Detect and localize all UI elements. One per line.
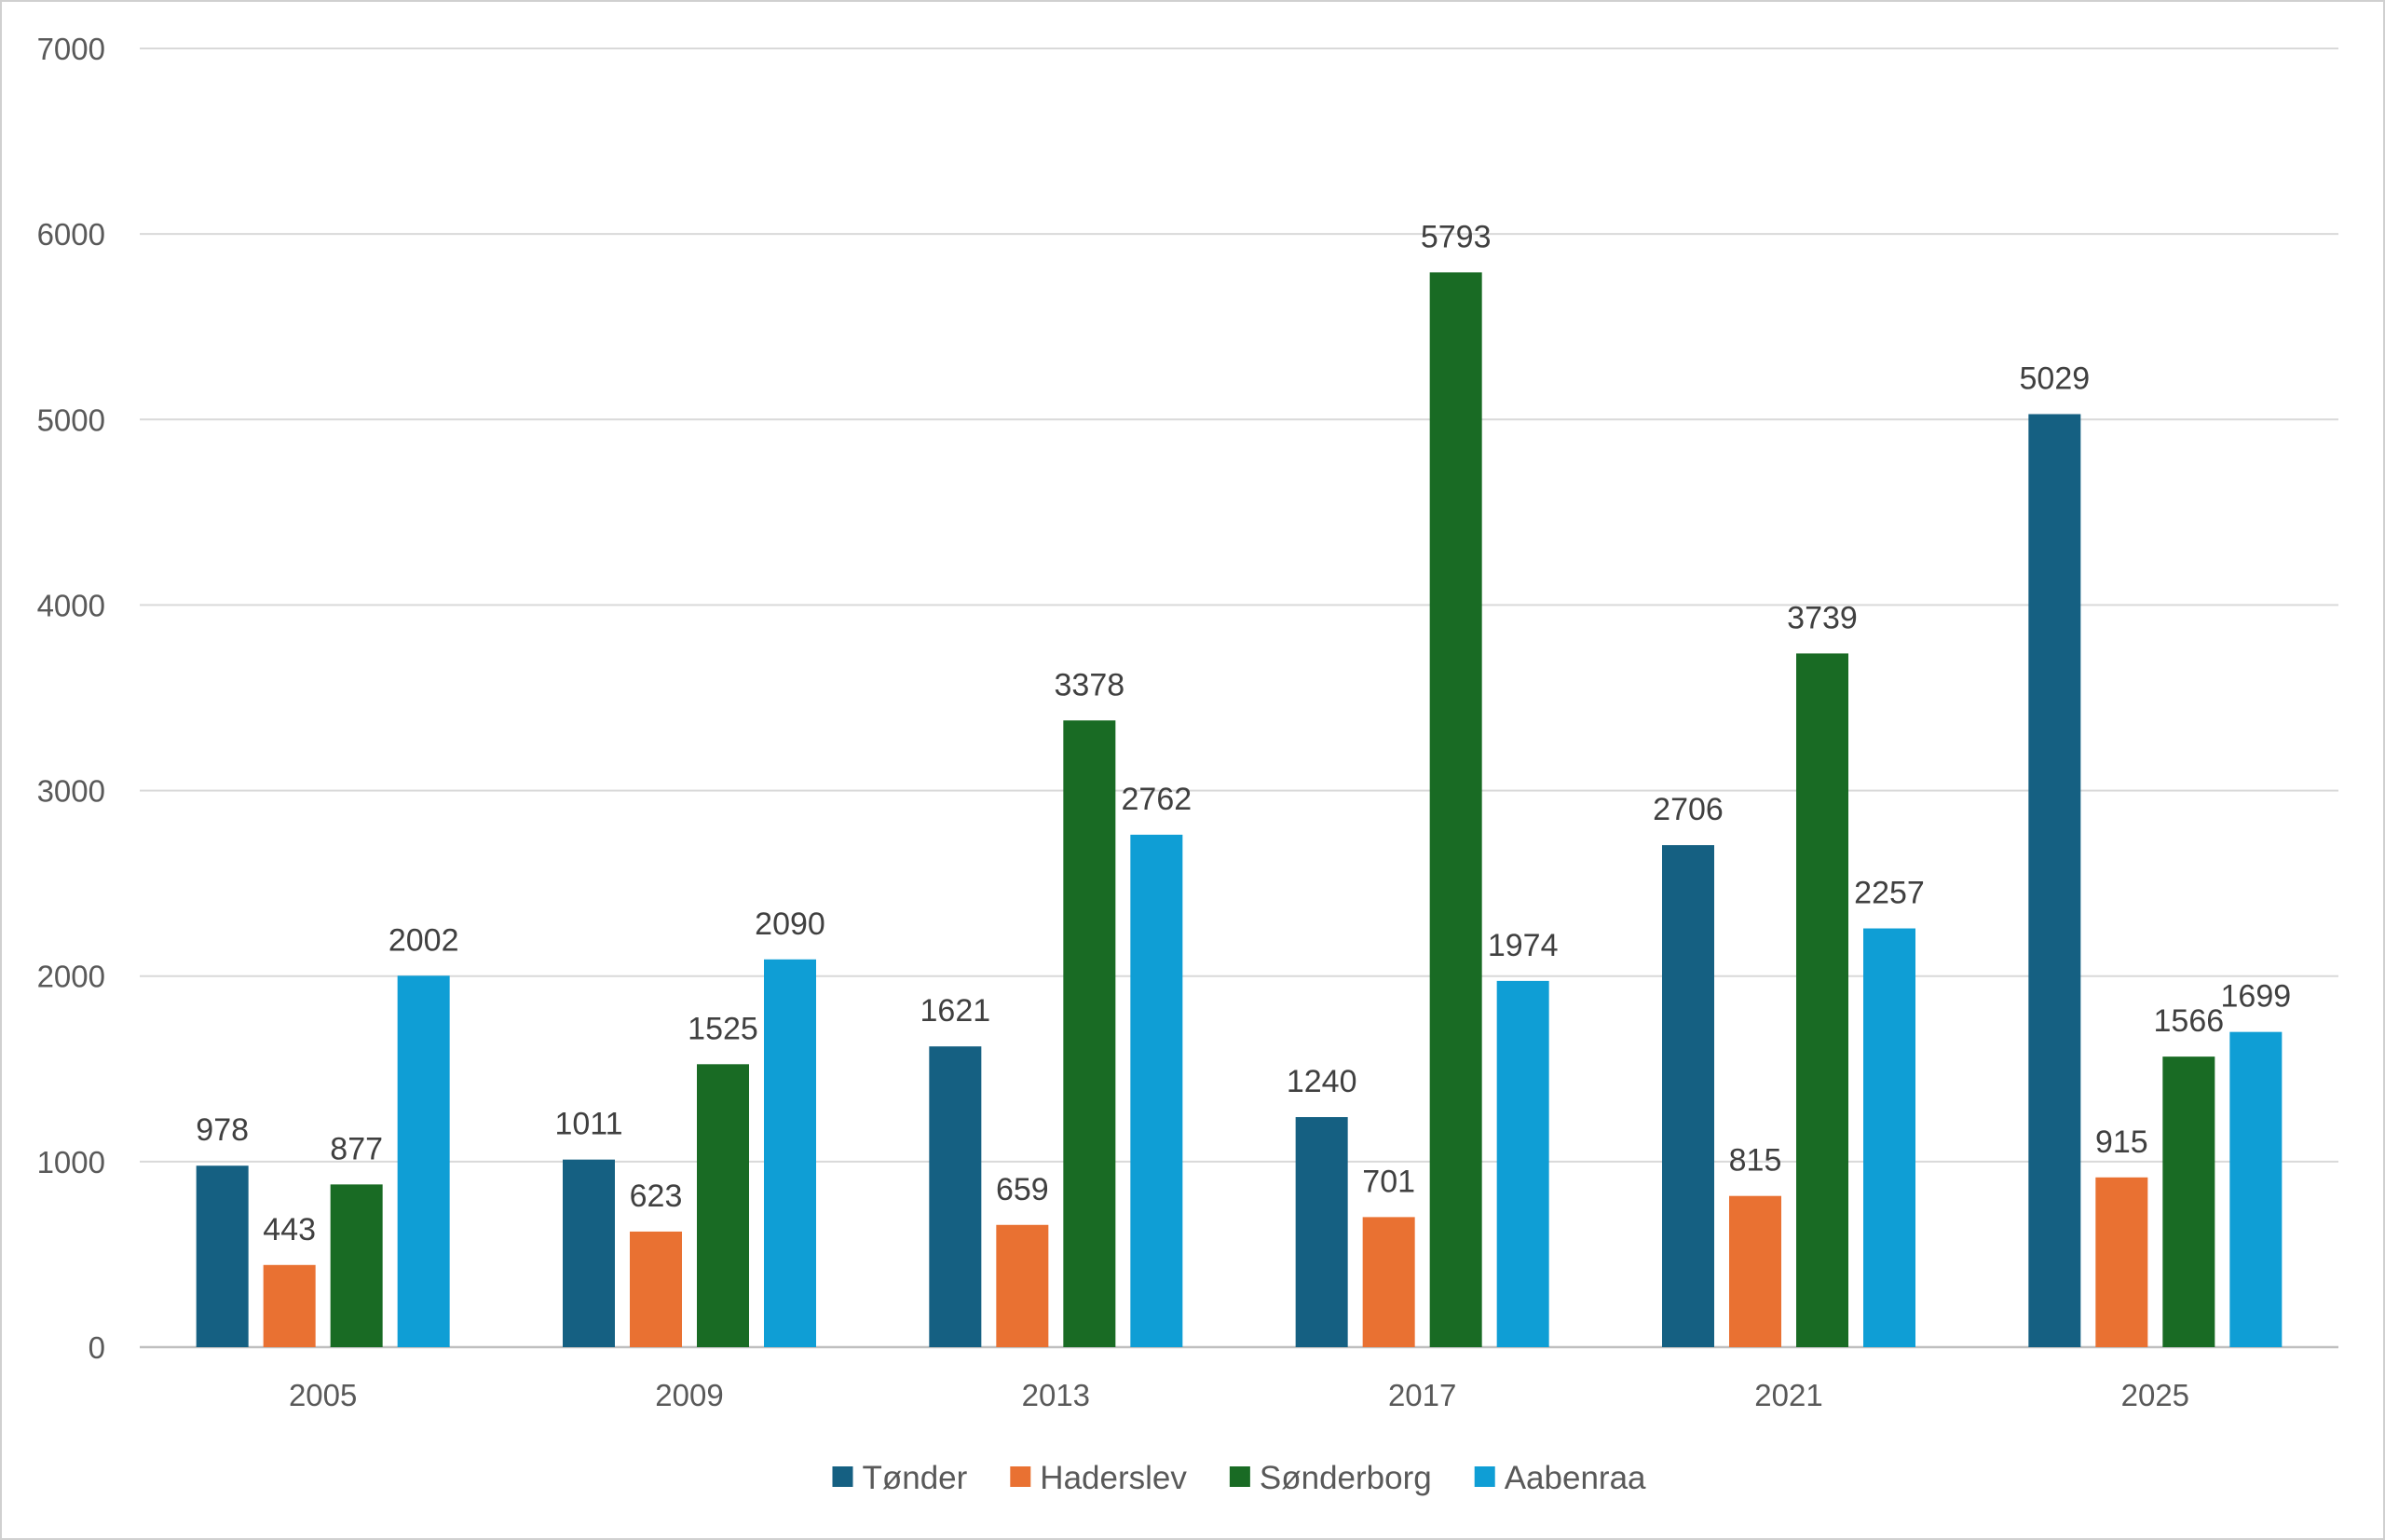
gridlines [140,48,2338,1349]
bar [330,1184,383,1347]
data-label: 2257 [1854,876,1925,911]
legend: Tønder Haderslev Sønderborg Aabenraa [832,1460,1646,1496]
data-label: 623 [630,1179,683,1214]
bar [2229,1031,2283,1347]
x-tick-label: 2025 [2121,1378,2189,1412]
bar [263,1264,316,1347]
bar [1429,272,1482,1347]
data-label: 2002 [388,922,459,958]
legend-label: Sønderborg [1260,1460,1432,1496]
data-label: 1974 [1488,928,1559,963]
y-axis: 0 1000 2000 3000 4000 5000 6000 7000 [37,32,105,1365]
data-label: 2762 [1122,782,1192,817]
data-label: 978 [196,1112,249,1148]
legend-item: Aabenraa [1474,1460,1646,1496]
legend-item: Sønderborg [1229,1460,1432,1496]
x-axis: 2005 2009 2013 2017 2021 2025 [289,1378,2189,1412]
bar [1063,720,1116,1347]
bars [196,272,2283,1347]
x-tick-label: 2005 [289,1378,357,1412]
data-label: 3739 [1787,600,1858,635]
x-tick-label: 2021 [1754,1378,1822,1412]
bar [1130,834,1183,1347]
data-label: 1566 [2154,1003,2225,1039]
bar [563,1159,615,1347]
legend-label: Haderslev [1040,1460,1187,1496]
data-label: 701 [1362,1164,1415,1199]
data-label: 1240 [1287,1064,1357,1099]
legend-item: Tønder [832,1460,968,1496]
data-label: 2090 [755,906,825,942]
bar [764,959,816,1347]
data-label: 2706 [1653,792,1724,827]
legend-swatch [1229,1466,1250,1487]
y-tick-label: 4000 [37,588,105,622]
bar [996,1224,1049,1347]
bar [1863,928,1915,1347]
data-label: 3378 [1055,667,1125,702]
bar [196,1165,249,1347]
bar [1796,653,1848,1347]
y-tick-label: 1000 [37,1145,105,1179]
data-label: 1699 [2221,979,2292,1015]
legend-label: Aabenraa [1505,1460,1646,1496]
x-tick-label: 2013 [1022,1378,1090,1412]
data-label: 659 [996,1172,1049,1207]
data-label: 877 [330,1131,383,1166]
legend-label: Tønder [862,1460,967,1496]
bar [397,975,450,1347]
y-tick-label: 7000 [37,32,105,66]
data-label: 1621 [920,993,991,1029]
y-tick-label: 3000 [37,774,105,809]
bar [630,1231,682,1347]
y-tick-label: 2000 [37,960,105,994]
bar [1729,1195,1781,1347]
legend-item: Haderslev [1010,1460,1187,1496]
bar [2162,1056,2215,1347]
data-label: 443 [263,1212,316,1247]
data-labels: 978 443 877 2002 1011 623 1525 2090 1621 659 3378 2… [196,219,2291,1247]
bar [697,1064,749,1347]
data-label: 5029 [2020,361,2091,397]
legend-swatch [832,1466,853,1487]
bar [1496,980,1549,1347]
bar [2095,1177,2148,1347]
data-label: 815 [1729,1143,1782,1179]
data-label: 1525 [688,1011,758,1046]
legend-swatch [1010,1466,1031,1487]
bar [929,1046,982,1347]
bar [2028,414,2081,1347]
bar [1295,1117,1348,1347]
legend-swatch [1474,1466,1495,1487]
y-tick-label: 5000 [37,402,105,437]
y-tick-label: 0 [89,1330,105,1365]
x-tick-label: 2017 [1388,1378,1456,1412]
data-label: 1011 [554,1107,622,1142]
bar [1362,1217,1415,1347]
bar [1662,845,1714,1347]
x-tick-label: 2009 [655,1378,723,1412]
data-label: 5793 [1421,219,1492,254]
y-tick-label: 6000 [37,217,105,252]
data-label: 915 [2095,1124,2148,1160]
